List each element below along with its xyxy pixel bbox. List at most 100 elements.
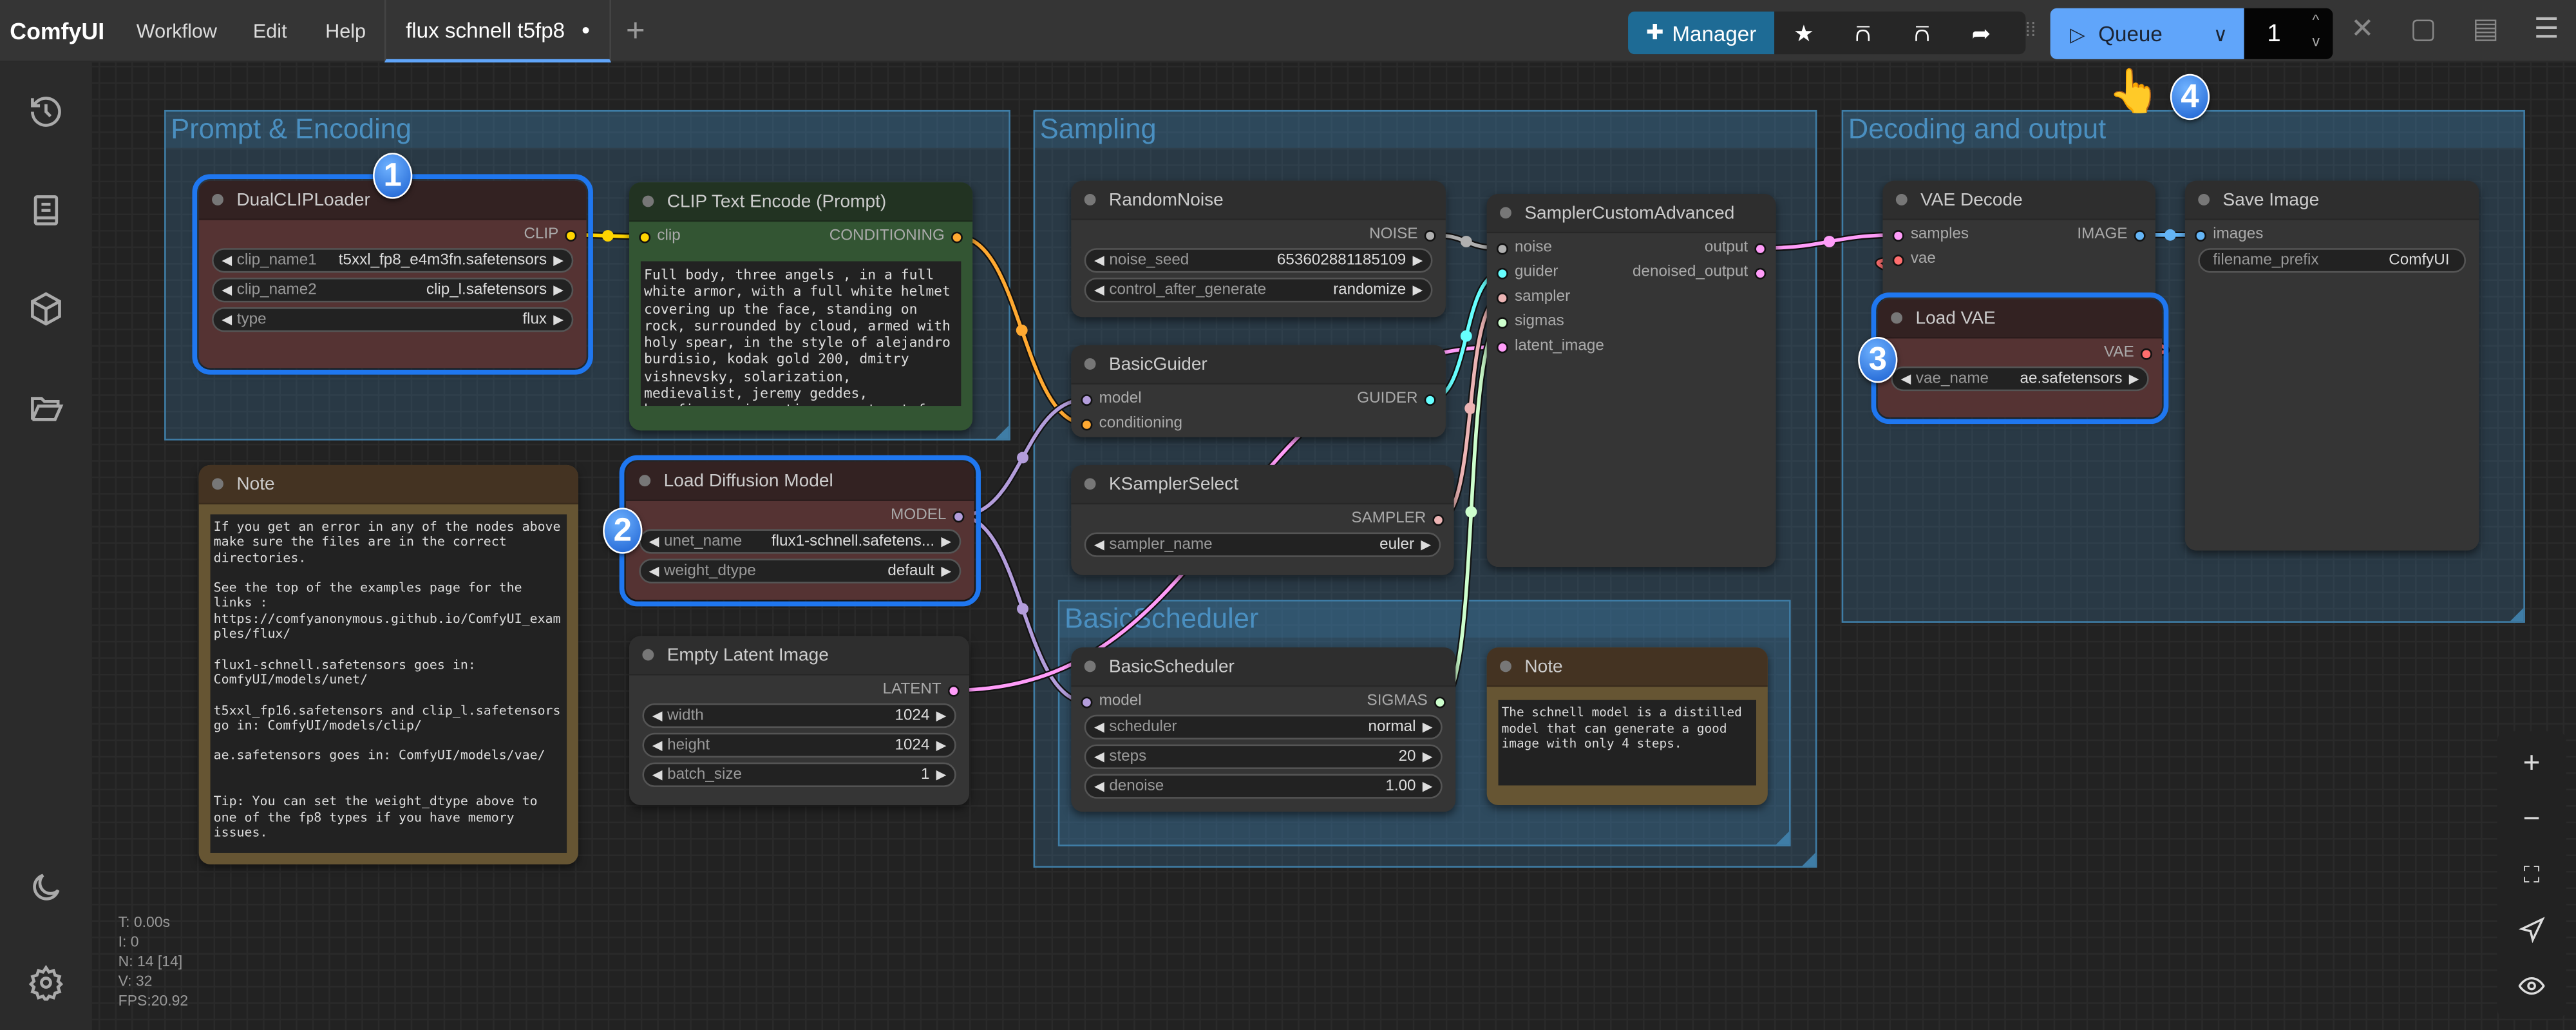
- maximize-icon[interactable]: ▢: [2410, 13, 2437, 44]
- group-resize-handle[interactable]: [1802, 852, 1815, 866]
- node-loaddiff[interactable]: Load Diffusion Model MODEL ◀ unet_name flux1…: [619, 455, 981, 607]
- node-title-bar[interactable]: Empty Latent Image: [629, 636, 970, 676]
- queue-list-icon[interactable]: [23, 187, 69, 233]
- output-slot-MODEL[interactable]: MODEL: [891, 506, 965, 526]
- collapse-dot-icon[interactable]: [1084, 358, 1096, 370]
- widget-control_after_generate[interactable]: ◀ control_after_generate randomize ▶: [1084, 278, 1433, 303]
- arrow-right-icon[interactable]: ▶: [936, 738, 947, 753]
- node-basicscheduler[interactable]: BasicScheduler model SIGMAS ◀ scheduler norma…: [1071, 647, 1456, 812]
- slot-dot-icon[interactable]: [1081, 418, 1093, 430]
- output-slot-NOISE[interactable]: NOISE: [1369, 225, 1436, 245]
- model-library-cube-icon[interactable]: [23, 286, 69, 332]
- output-slot-IMAGE[interactable]: IMAGE: [2077, 225, 2146, 245]
- node-title-bar[interactable]: Load VAE: [1877, 299, 2163, 339]
- arrow-right-icon[interactable]: ▶: [1422, 779, 1433, 794]
- widget-weight_dtype[interactable]: ◀ weight_dtype default ▶: [639, 558, 961, 584]
- collapse-dot-icon[interactable]: [639, 475, 651, 487]
- collapse-dot-icon[interactable]: [1500, 207, 1511, 219]
- slot-dot-icon[interactable]: [1892, 229, 1904, 241]
- input-slot-images[interactable]: images: [2195, 225, 2263, 245]
- navigate-arrow-icon[interactable]: [2497, 906, 2566, 955]
- arrow-left-icon[interactable]: ◀: [649, 563, 659, 578]
- arrow-left-icon[interactable]: ◀: [1094, 282, 1104, 298]
- hamburger-menu-icon[interactable]: ☰: [2533, 13, 2559, 44]
- slot-dot-icon[interactable]: [1496, 242, 1508, 254]
- output-slot-output[interactable]: output: [1705, 238, 1766, 258]
- node-note1[interactable]: Note If you get an error in any of the no…: [198, 464, 578, 864]
- workflow-tab[interactable]: flux schnell t5fp8 ●: [384, 0, 612, 62]
- input-slot-latent_image[interactable]: latent_image: [1496, 337, 1604, 357]
- collapse-dot-icon[interactable]: [642, 649, 654, 661]
- node-title-bar[interactable]: SamplerCustomAdvanced: [1486, 194, 1776, 234]
- arrow-right-icon[interactable]: ▶: [941, 534, 952, 549]
- node-title-bar[interactable]: VAE Decode: [1882, 180, 2155, 220]
- input-slot-guider[interactable]: guider: [1496, 263, 1558, 283]
- slot-dot-icon[interactable]: [1081, 696, 1093, 708]
- arrow-right-icon[interactable]: ▶: [553, 312, 564, 327]
- input-slot-conditioning[interactable]: conditioning: [1081, 414, 1182, 434]
- output-slot-SIGMAS[interactable]: SIGMAS: [1367, 692, 1446, 712]
- slot-dot-icon[interactable]: [952, 510, 965, 522]
- node-vaedecode[interactable]: VAE Decode samples vae IMAGE: [1882, 180, 2155, 312]
- bottom-panel-icon[interactable]: ▤: [2472, 13, 2499, 44]
- slot-dot-icon[interactable]: [2134, 229, 2146, 241]
- node-title-bar[interactable]: RandomNoise: [1071, 180, 1446, 220]
- arrow-left-icon[interactable]: ◀: [1094, 537, 1104, 553]
- collapse-dot-icon[interactable]: [1084, 194, 1096, 205]
- arrow-right-icon[interactable]: ▶: [1422, 749, 1433, 765]
- chevron-down-icon[interactable]: ∨: [2213, 22, 2228, 46]
- slot-dot-icon[interactable]: [947, 684, 960, 696]
- close-icon[interactable]: ✕: [2351, 13, 2374, 44]
- collapse-dot-icon[interactable]: [2198, 194, 2210, 205]
- widget-scheduler[interactable]: ◀ scheduler normal ▶: [1084, 714, 1443, 739]
- text-area[interactable]: If you get an error in any of the nodes …: [210, 514, 567, 853]
- slot-dot-icon[interactable]: [1754, 267, 1766, 279]
- slot-dot-icon[interactable]: [1432, 513, 1444, 526]
- widget-clip_name2[interactable]: ◀ clip_name2 clip_l.safetensors ▶: [212, 278, 574, 303]
- arrow-right-icon[interactable]: ▶: [936, 767, 947, 783]
- slot-dot-icon[interactable]: [565, 229, 577, 241]
- collapse-dot-icon[interactable]: [1500, 660, 1511, 672]
- output-slot-CLIP[interactable]: CLIP: [524, 225, 577, 245]
- input-slot-noise[interactable]: noise: [1496, 238, 1552, 258]
- collapse-dot-icon[interactable]: [1084, 660, 1096, 672]
- node-basicguider[interactable]: BasicGuider model conditioning GUIDER: [1071, 345, 1446, 437]
- slot-dot-icon[interactable]: [1496, 341, 1508, 353]
- arrow-right-icon[interactable]: ▶: [1421, 537, 1431, 553]
- collapse-dot-icon[interactable]: [212, 478, 223, 490]
- menu-workflow[interactable]: Workflow: [136, 19, 218, 43]
- text-area[interactable]: Full body, three angels , in a full whit…: [640, 261, 961, 406]
- slot-dot-icon[interactable]: [1892, 254, 1904, 265]
- widget-steps[interactable]: ◀ steps 20 ▶: [1084, 744, 1443, 769]
- widget-filename_prefix[interactable]: filename_prefix ComfyUI: [2198, 248, 2467, 273]
- arrow-right-icon[interactable]: ▶: [1422, 720, 1433, 735]
- arrow-left-icon[interactable]: ◀: [1094, 749, 1104, 765]
- slot-dot-icon[interactable]: [639, 231, 651, 243]
- text-area[interactable]: The schnell model is a distilled model t…: [1498, 700, 1757, 786]
- output-slot-SAMPLER[interactable]: SAMPLER: [1351, 510, 1444, 529]
- collapse-dot-icon[interactable]: [1891, 312, 1903, 324]
- output-slot-VAE[interactable]: VAE: [2104, 343, 2152, 363]
- link-midpoint-handle[interactable]: [1017, 603, 1028, 615]
- menu-help[interactable]: Help: [325, 19, 366, 43]
- group-resize-handle[interactable]: [1776, 831, 1790, 845]
- slot-dot-icon[interactable]: [1496, 291, 1508, 303]
- queue-count-input[interactable]: 1 ^ v: [2244, 8, 2333, 59]
- node-dualclip[interactable]: DualCLIPLoader CLIP ◀ clip_name1 t5xxl_fp8_e…: [192, 174, 593, 375]
- widget-denoise[interactable]: ◀ denoise 1.00 ▶: [1084, 774, 1443, 799]
- widget-height[interactable]: ◀ height 1024 ▶: [642, 732, 956, 758]
- toggle-links-eye-icon[interactable]: [2497, 961, 2566, 1011]
- node-samplercustom[interactable]: SamplerCustomAdvanced noise guider sampler s…: [1486, 194, 1776, 567]
- node-title-bar[interactable]: Note: [198, 464, 578, 505]
- arrow-right-icon[interactable]: ▶: [553, 282, 564, 298]
- arrow-left-icon[interactable]: ◀: [222, 282, 232, 298]
- arrow-left-icon[interactable]: ◀: [222, 253, 232, 268]
- arrow-right-icon[interactable]: ▶: [553, 253, 564, 268]
- link-midpoint-handle[interactable]: [1017, 452, 1028, 464]
- input-slot-model[interactable]: model: [1081, 692, 1142, 712]
- node-title-bar[interactable]: Load Diffusion Model: [625, 461, 974, 502]
- arrow-left-icon[interactable]: ◀: [222, 312, 232, 327]
- output-slot-GUIDER[interactable]: GUIDER: [1357, 390, 1436, 410]
- arrow-left-icon[interactable]: ◀: [649, 534, 659, 549]
- input-slot-model[interactable]: model: [1081, 390, 1142, 410]
